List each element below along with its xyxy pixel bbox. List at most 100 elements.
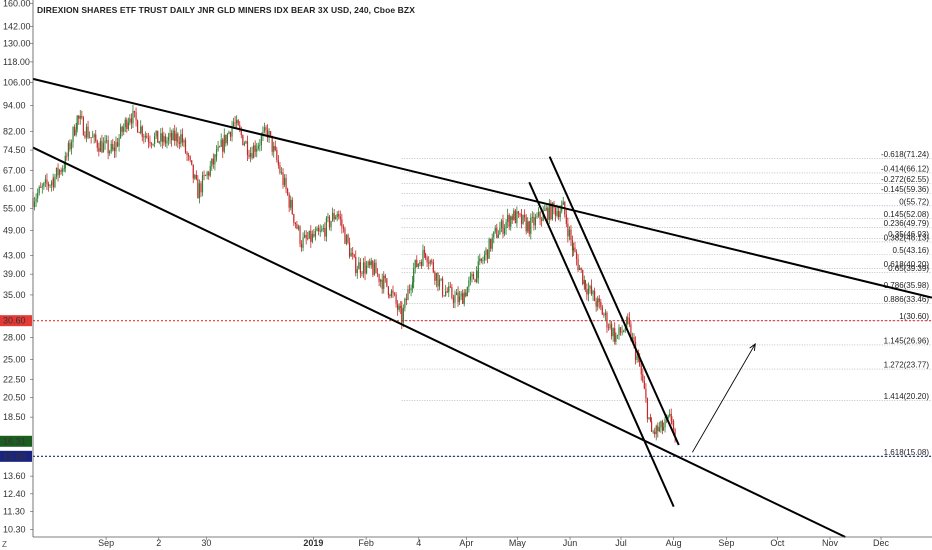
candle-body xyxy=(314,231,317,237)
candle-body xyxy=(129,118,131,123)
candle-body xyxy=(547,207,549,220)
candle-body xyxy=(601,306,603,315)
candle-body xyxy=(242,134,244,145)
y-tick-label: 49.00 xyxy=(3,225,26,235)
candle-body xyxy=(395,294,397,304)
candle-body xyxy=(562,201,564,205)
candle-body xyxy=(339,216,341,220)
candle-body xyxy=(183,140,185,143)
projection-arrow[interactable] xyxy=(691,343,756,453)
trendline-upper-wedge[interactable] xyxy=(32,77,932,299)
fib-level-label: -0.618(71.24) xyxy=(881,150,929,159)
trendlines[interactable] xyxy=(32,77,932,538)
candle-body xyxy=(123,127,125,132)
candle-body xyxy=(260,135,262,145)
candle-body xyxy=(253,145,255,159)
trendline-lower-wedge[interactable] xyxy=(32,146,846,538)
candle-body xyxy=(643,381,645,389)
timezone-badge[interactable]: Z xyxy=(2,540,7,549)
candle-body xyxy=(352,252,354,255)
candle-body xyxy=(96,141,98,148)
candle-body xyxy=(626,317,628,329)
candle-body xyxy=(60,170,62,172)
candle-body xyxy=(194,174,196,179)
candle-body xyxy=(57,167,59,176)
trendline-channel-lower[interactable] xyxy=(528,181,675,508)
candle-body xyxy=(589,285,591,289)
candle-body xyxy=(266,129,269,138)
candle-body xyxy=(621,331,623,333)
candle-body xyxy=(143,136,145,138)
candle-body xyxy=(397,303,399,310)
candle-body xyxy=(452,297,455,303)
candle-body xyxy=(618,327,620,335)
candle-body xyxy=(672,421,675,430)
x-tick-label: Nov xyxy=(822,538,839,548)
candle-body xyxy=(652,431,654,433)
candle-body xyxy=(502,220,504,234)
candle-body xyxy=(208,172,210,176)
candle-body xyxy=(571,240,574,251)
chart-title: DIREXION SHARES ETF TRUST DAILY JNR GLD … xyxy=(37,5,415,15)
candle-body xyxy=(240,129,242,135)
candle-body xyxy=(658,427,660,432)
fib-level-label: 0.618(40.20) xyxy=(884,260,930,269)
candle-body xyxy=(417,263,419,267)
candle-body xyxy=(603,314,605,316)
fib-level-label: 0.886(33.46) xyxy=(884,295,930,304)
candle-body xyxy=(149,141,151,144)
candle-body xyxy=(92,136,94,138)
candle-body xyxy=(594,290,596,302)
candle-body xyxy=(228,132,230,134)
candle-body xyxy=(671,420,673,422)
candle-body xyxy=(545,207,547,211)
y-tick-label: 13.60 xyxy=(3,471,26,481)
fib-level-label: 0.5(43.16) xyxy=(893,246,930,255)
candle-body xyxy=(335,216,337,220)
candle-body xyxy=(590,285,593,295)
candle-body xyxy=(166,140,168,144)
horizontal-levels[interactable] xyxy=(33,320,932,457)
candle-body xyxy=(127,122,129,129)
candle-body xyxy=(655,425,657,435)
candle-body xyxy=(118,137,120,147)
candle-body xyxy=(380,279,382,282)
candle-body xyxy=(623,331,625,332)
candle-body xyxy=(116,142,119,147)
candle-body xyxy=(347,234,349,243)
candle-body xyxy=(361,272,363,274)
candle-body xyxy=(505,221,507,229)
candle-body xyxy=(239,125,241,130)
candle-body xyxy=(105,140,108,142)
candle-body xyxy=(192,164,194,179)
candle-body xyxy=(290,199,292,208)
candle-body xyxy=(448,286,450,293)
price-axis-marker-label: 15.08 xyxy=(3,451,26,461)
candle-body xyxy=(144,135,146,137)
candle-body xyxy=(263,127,266,132)
x-tick-label: Sep xyxy=(98,538,114,548)
fibonacci-retracement[interactable]: -0.618(71.24) -0.414(66.12) -0.272(62.55)-… xyxy=(401,150,932,457)
fib-level-label: 1.272(23.77) xyxy=(884,361,930,370)
candle-body xyxy=(342,226,344,229)
candle-body xyxy=(283,177,286,185)
trendline-channel-upper[interactable] xyxy=(548,156,680,446)
candle-body xyxy=(491,237,493,249)
price-axis-marker-label: 30.60 xyxy=(3,316,26,326)
candle-body xyxy=(662,427,665,431)
candle-body xyxy=(55,167,58,177)
candle-body xyxy=(539,211,541,220)
candle-body xyxy=(293,214,295,223)
candle-body xyxy=(88,137,91,139)
x-tick-label: Oct xyxy=(770,538,785,548)
candle-body xyxy=(525,217,527,232)
y-tick-label: 43.00 xyxy=(3,250,26,260)
price-axis-marker xyxy=(0,450,32,462)
candle-body xyxy=(408,289,411,291)
candle-body xyxy=(507,215,509,222)
candle-body xyxy=(530,217,532,234)
candle-body xyxy=(101,140,103,153)
x-tick-label: 2019 xyxy=(303,538,323,548)
